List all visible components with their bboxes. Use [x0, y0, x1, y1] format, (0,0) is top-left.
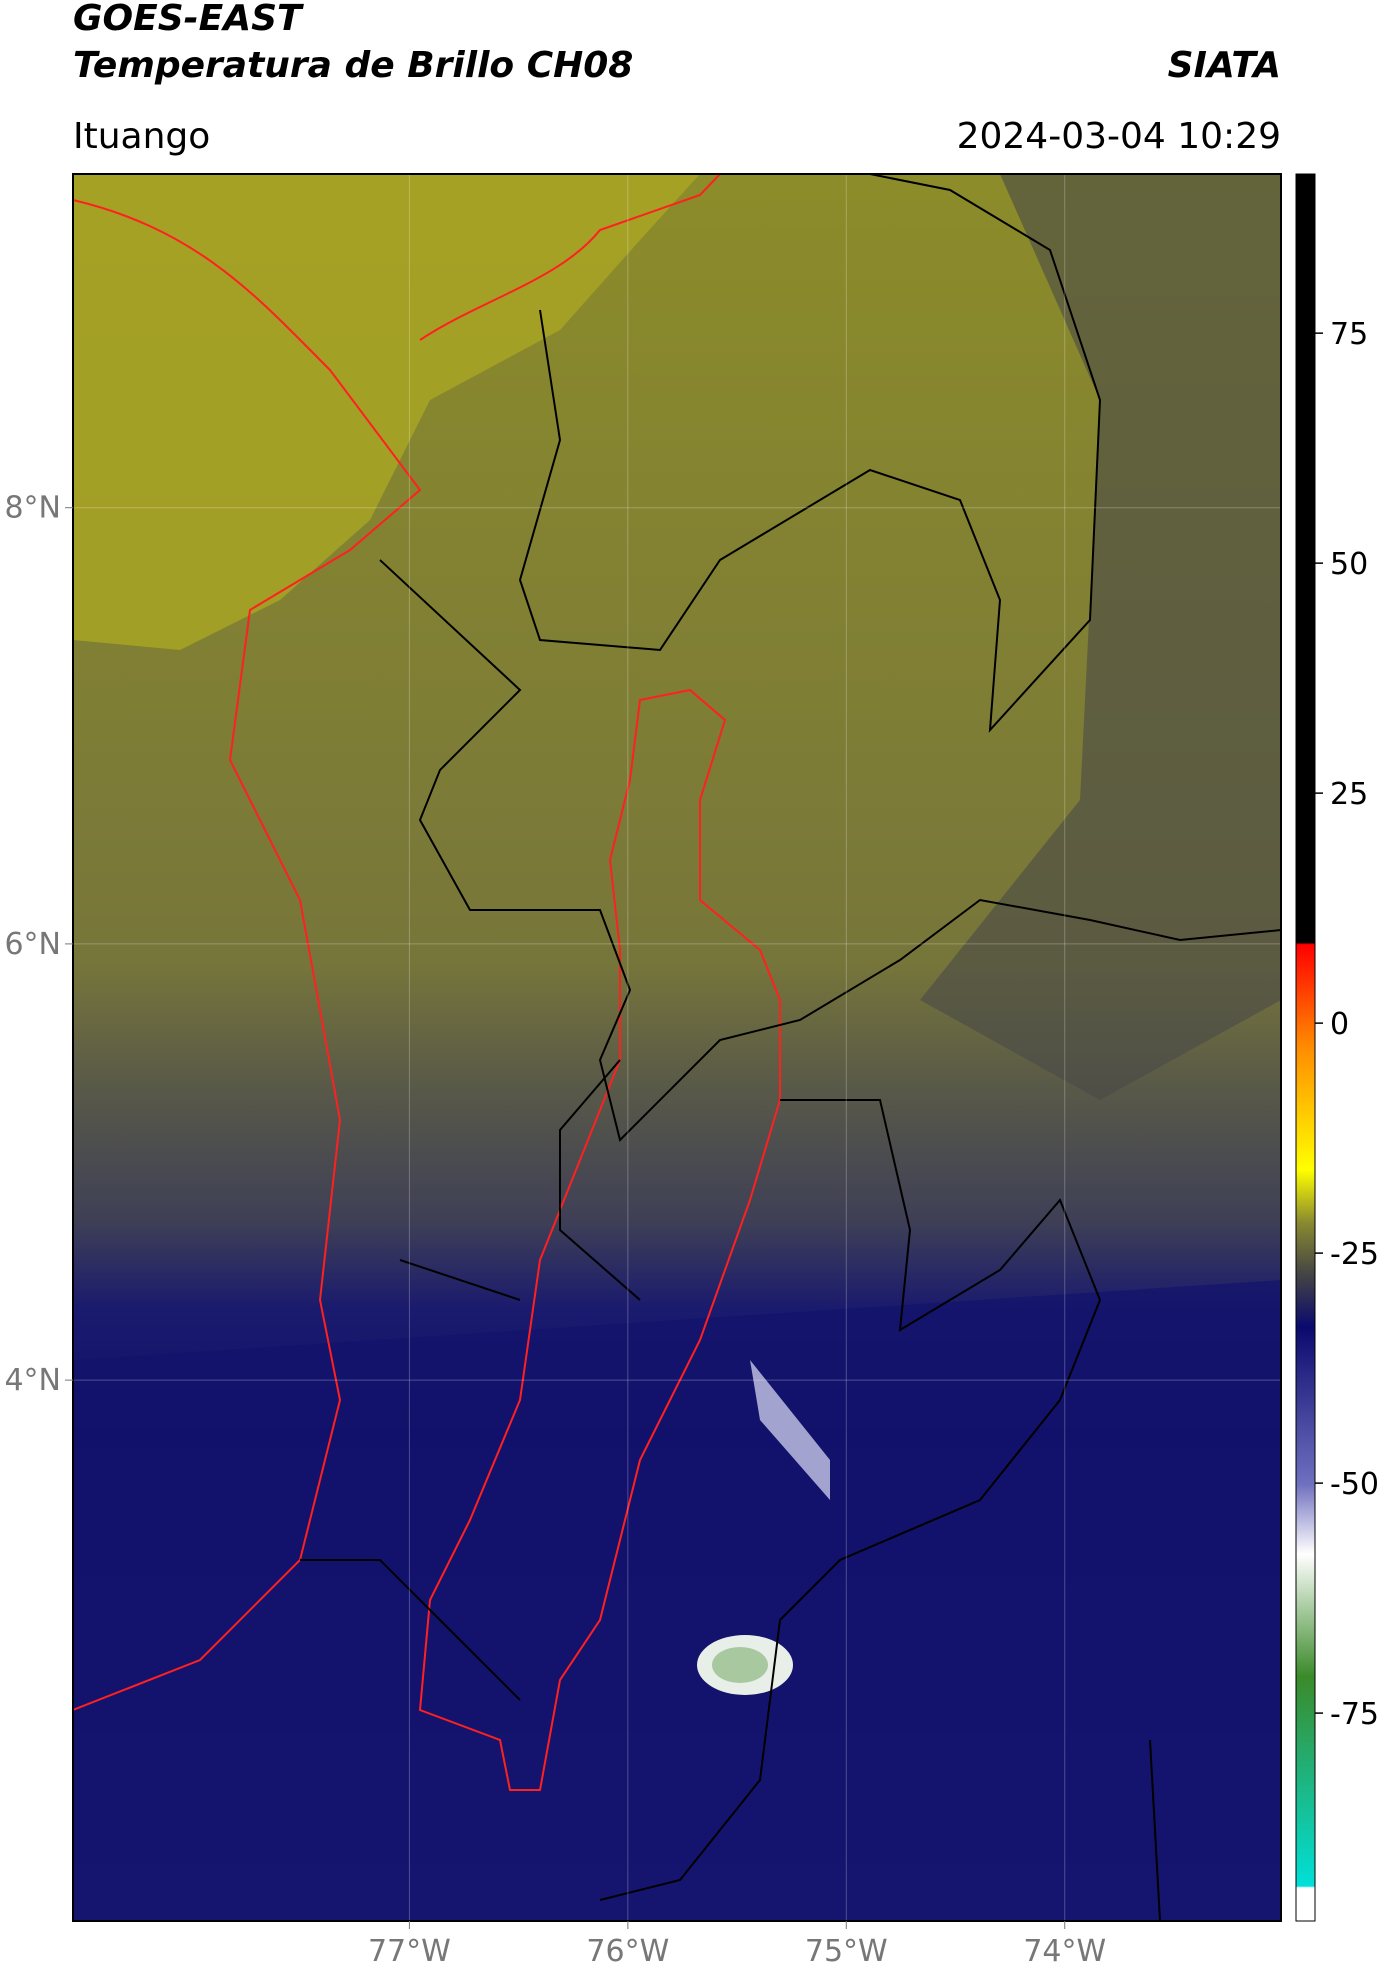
timestamp: 2024-03-04 10:29	[957, 116, 1281, 157]
coastline	[419, 174, 721, 341]
location: Ituango	[73, 116, 210, 157]
lon-label: 74°W	[1023, 1934, 1106, 1969]
cloud-core	[712, 1647, 768, 1683]
map	[73, 174, 1281, 1921]
colorbar-label: -50	[1330, 1467, 1379, 1502]
colorbar-label: 75	[1330, 317, 1368, 352]
cloud-streak	[750, 1360, 830, 1500]
warm-zone	[73, 174, 700, 650]
lon-label: 75°W	[805, 1934, 888, 1969]
lat-label: 4°N	[4, 1363, 61, 1398]
coastline	[73, 199, 422, 1711]
colorbar-label: 25	[1330, 777, 1368, 812]
lon-label: 77°W	[368, 1934, 451, 1969]
title: GOES-EAST	[73, 0, 304, 39]
colorbar-label: -25	[1330, 1237, 1379, 1272]
cool-zone	[920, 174, 1281, 1100]
admin-borders	[300, 174, 1281, 1921]
map-frame	[72, 173, 1282, 1922]
colorbar-label: 50	[1330, 547, 1368, 582]
colorbar	[1295, 173, 1316, 1922]
lat-label: 6°N	[4, 927, 61, 962]
lon-label: 76°W	[586, 1934, 669, 1969]
colorbar-label: -75	[1330, 1697, 1379, 1732]
basin-outline	[418, 688, 781, 1791]
cold-zone	[73, 1280, 1281, 1921]
subtitle: Temperatura de Brillo CH08	[73, 45, 633, 86]
lat-label: 8°N	[4, 491, 61, 526]
graticule	[73, 174, 1281, 1921]
colorbar-label: 0	[1330, 1007, 1349, 1042]
brand: SIATA	[1168, 45, 1281, 86]
